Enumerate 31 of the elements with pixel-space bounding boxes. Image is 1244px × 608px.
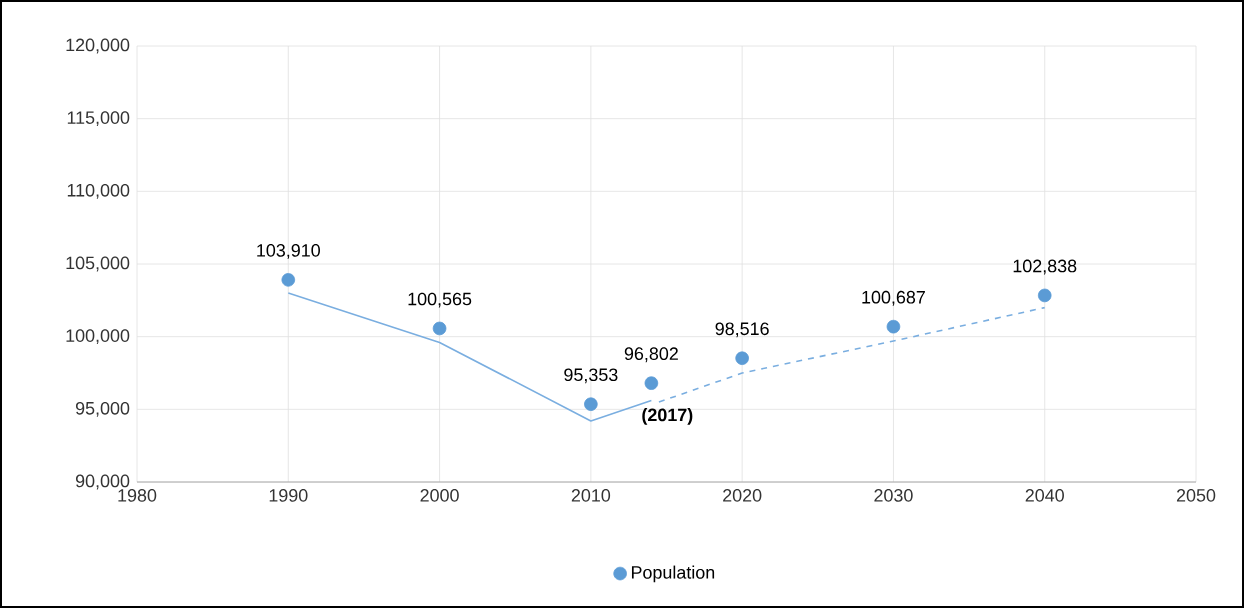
y-tick-label: 115,000 <box>67 111 130 127</box>
data-label: 102,838 <box>1013 259 1077 275</box>
data-label: 100,687 <box>862 290 925 306</box>
data-label: 100,565 <box>408 292 472 308</box>
annotation: (2017) <box>642 408 693 425</box>
x-tick-label: 2030 <box>874 489 913 502</box>
data-label: 103,910 <box>257 244 320 259</box>
x-tick-label: 1980 <box>118 489 157 502</box>
x-tick-label: 2040 <box>1025 489 1064 502</box>
x-tick-label: 2050 <box>1176 489 1216 502</box>
y-tick-label: 100,000 <box>66 329 130 345</box>
x-tick-label: 2000 <box>420 489 459 502</box>
legend-label: Population <box>631 565 715 583</box>
y-tick-label: 90,000 <box>75 474 130 490</box>
point <box>644 376 659 390</box>
point <box>735 351 749 366</box>
x-tick-label: 1990 <box>269 489 308 502</box>
data-label: 98,516 <box>715 322 769 338</box>
point <box>584 397 598 411</box>
point <box>432 321 447 336</box>
x-tick-label: 2010 <box>571 489 611 502</box>
point <box>281 273 296 287</box>
y-tick-label: 105,000 <box>66 256 130 272</box>
x-tick-label: 2020 <box>723 489 762 502</box>
point <box>1037 288 1052 303</box>
y-tick-label: 120,000 <box>66 38 130 54</box>
data-label: 96,802 <box>624 347 678 363</box>
y-tick-label: 95,000 <box>75 401 130 417</box>
data-label: 95,353 <box>564 368 618 384</box>
y-tick-label: 110,000 <box>67 183 130 199</box>
point <box>886 319 901 334</box>
